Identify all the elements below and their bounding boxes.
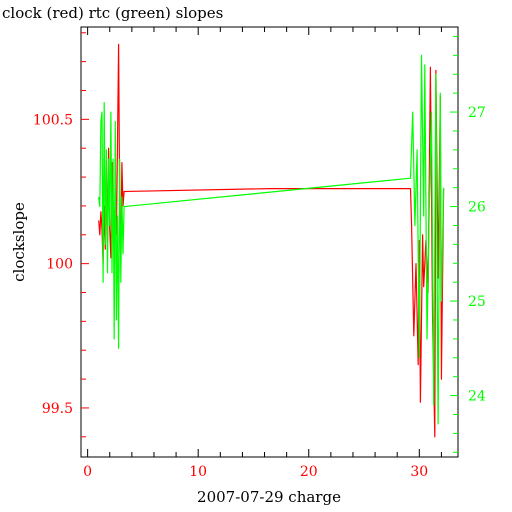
series-line-clock xyxy=(98,43,445,438)
x-tick-label: 0 xyxy=(83,464,92,480)
chart-title: clock (red) rtc (green) slopes xyxy=(2,4,223,22)
x-axis: 0 10 20 30 xyxy=(83,27,442,480)
x-tick-label: 20 xyxy=(300,464,318,480)
x-axis-label: 2007-07-29 charge xyxy=(197,488,341,506)
y2-tick-label: 27 xyxy=(468,105,486,121)
x-tick-label: 10 xyxy=(189,464,207,480)
y-axis-label: clockslope xyxy=(10,202,28,282)
y-axis-right: 24 25 26 27 xyxy=(450,35,486,453)
y-tick-label: 100.5 xyxy=(33,112,73,128)
plot-area xyxy=(98,43,445,438)
y2-tick-label: 24 xyxy=(468,389,486,405)
y-tick-label: 100 xyxy=(46,257,73,273)
y-tick-label: 99.5 xyxy=(42,401,73,417)
y2-tick-label: 26 xyxy=(468,200,486,216)
y-axis-left: 99.5 100 100.5 xyxy=(33,32,89,438)
x-tick-label: 30 xyxy=(410,464,428,480)
plot-frame xyxy=(80,26,459,458)
y2-tick-label: 25 xyxy=(468,294,486,310)
series-line-rtc xyxy=(98,54,445,425)
